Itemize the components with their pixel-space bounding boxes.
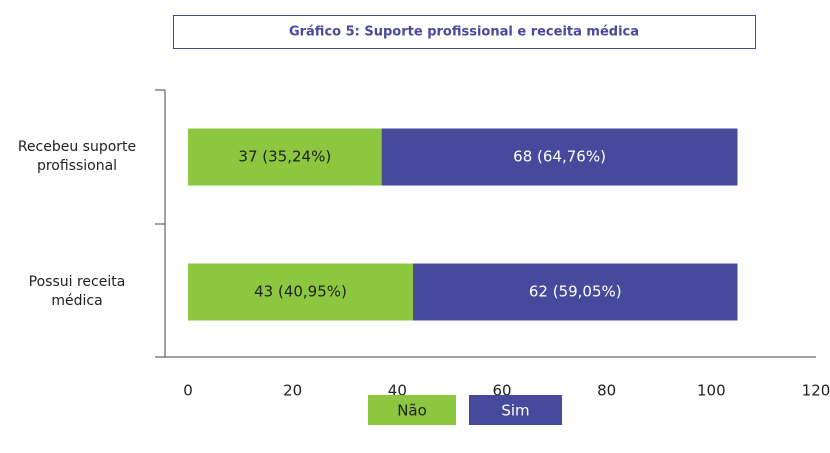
bar [381,128,738,186]
legend-label: Sim [501,402,529,420]
chart-title: Gráfico 5: Suporte profissional e receit… [289,25,639,40]
x-tick-label: 100 [697,382,726,400]
x-tick-label: 80 [597,382,616,400]
data-label: 43 (40,95%) [254,283,347,301]
y-tick-label: Recebeu suporte profissional [17,139,137,174]
legend-swatch [469,395,562,425]
legend-swatch [368,395,456,425]
data-label: 68 (64,76%) [513,148,606,166]
legend-label: Não [397,402,427,420]
bar [188,128,382,186]
data-label: 62 (59,05%) [529,283,622,301]
x-tick-label: 20 [283,382,302,400]
title-box [173,15,756,49]
x-tick-label: 120 [802,382,830,400]
data-label: 37 (35,24%) [238,148,331,166]
bar [188,263,414,321]
x-tick-label: 0 [183,382,193,400]
y-tick-label: Possui receita médica [28,274,126,309]
bar [413,263,738,321]
